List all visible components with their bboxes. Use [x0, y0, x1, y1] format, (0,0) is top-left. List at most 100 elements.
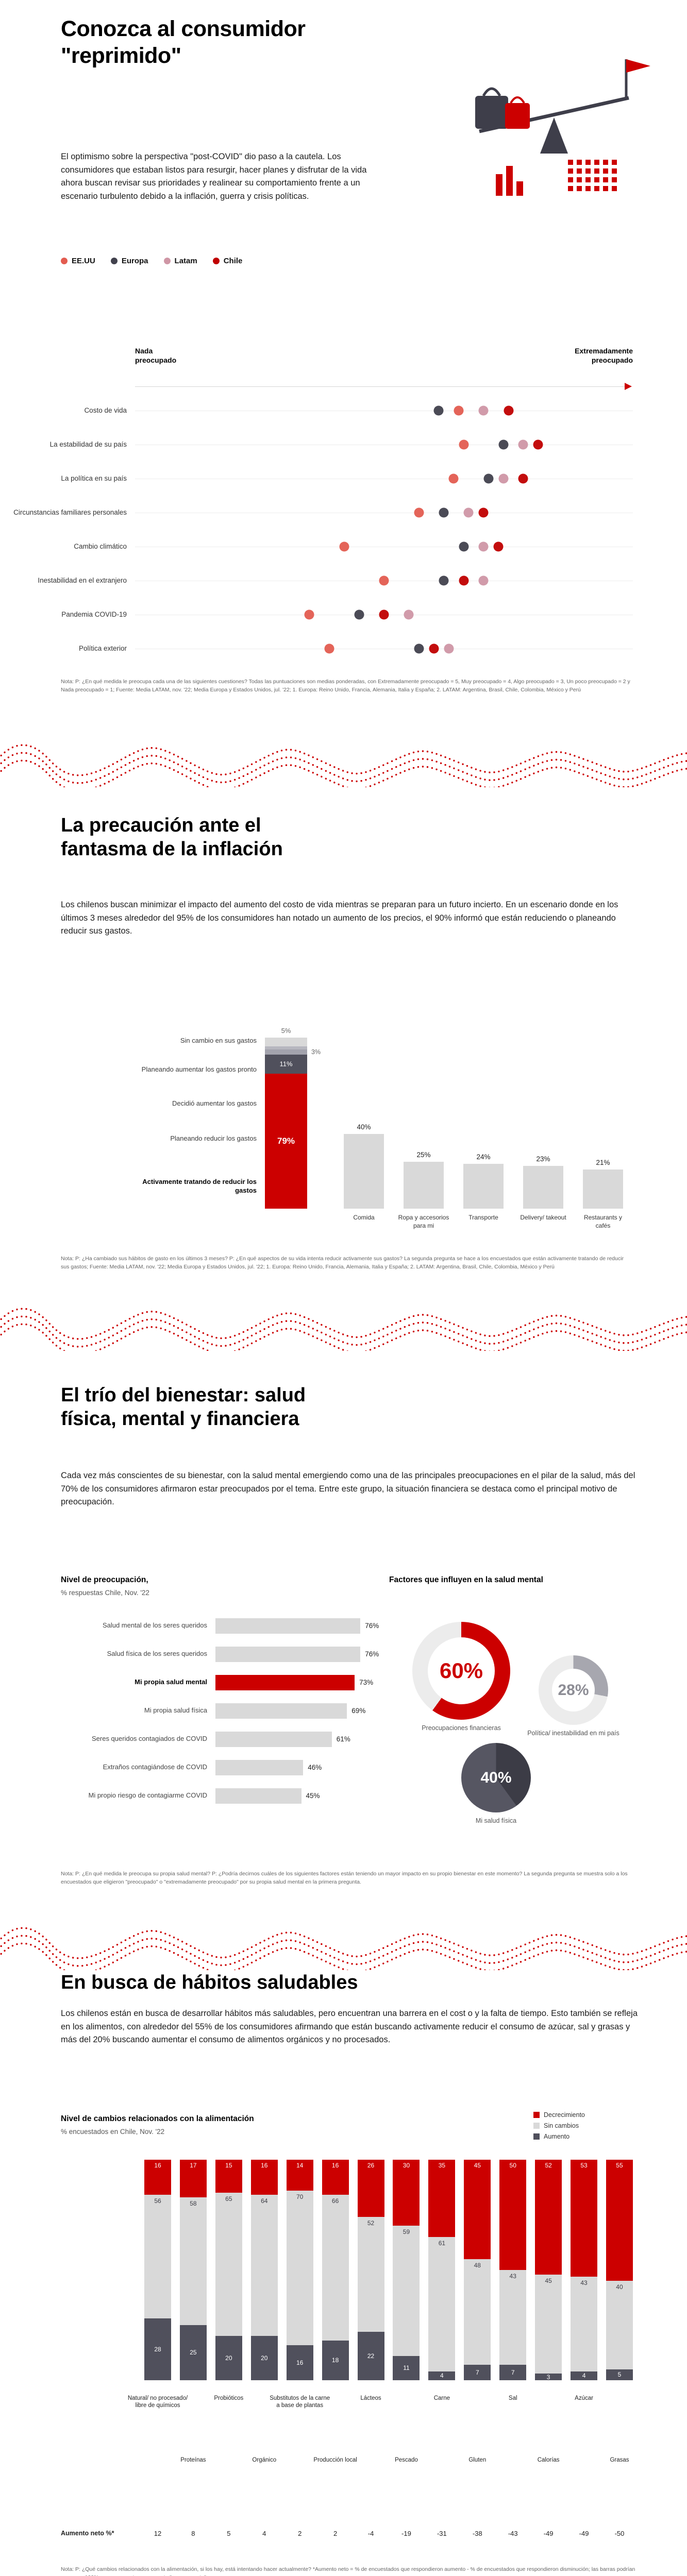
- food-chart: 16 56 28 Natural/ no procesado/ libre de qu…: [128, 2160, 633, 2537]
- page-title: Conozca al consumidor "reprimido": [61, 16, 306, 69]
- food-seg-same: 40: [606, 2281, 633, 2369]
- wellbeing-row-label: Extraños contagiándose de COVID: [103, 1763, 207, 1771]
- legend-label: Chile: [223, 257, 243, 265]
- worry-dot-europa: [459, 541, 469, 552]
- worry-row: Pandemia COVID-19: [0, 598, 687, 632]
- food-column-label: Natural/ no procesado/ libre de químicos: [127, 2395, 188, 2409]
- food-legend-label: Decrecimiento: [544, 2111, 585, 2119]
- wellbeing-bar-wrap: 73%: [215, 1674, 374, 1690]
- wellbeing-row: Mi propio riesgo de contagiarme COVID 45%: [61, 1782, 411, 1810]
- food-column: 45 48 7 Gluten -38: [464, 2160, 491, 2537]
- latam-dot-icon: [163, 258, 171, 264]
- spending-segment-value: 11%: [279, 1060, 293, 1068]
- food-increase-value: 11: [403, 2364, 410, 2372]
- food-seg-decrease: 30: [393, 2160, 420, 2226]
- worry-dot-latam: [498, 473, 509, 484]
- food-seg-same: 45: [535, 2274, 562, 2374]
- wellbeing-row-label: Mi propio riesgo de contagiarme COVID: [88, 1791, 208, 1800]
- spending-segment-value: 3%: [311, 1048, 321, 1056]
- food-same-value: 43: [580, 2279, 588, 2286]
- food-decrease-value: 26: [367, 2162, 375, 2169]
- food-column: 30 59 11 Pescado -19: [393, 2160, 420, 2537]
- wellbeing-row: Mi propia salud física 69%: [61, 1697, 411, 1725]
- spending-bar-segment: 11%: [265, 1055, 307, 1074]
- reduce-bar-value: 21%: [596, 1158, 610, 1166]
- food-seg-decrease: 45: [464, 2160, 491, 2259]
- food-column: 53 43 4 Azúcar -49: [571, 2160, 598, 2537]
- food-decrease-value: 14: [296, 2162, 304, 2169]
- reduce-bar-value: 40%: [357, 1123, 371, 1131]
- factor-label: Preocupaciones financieras: [422, 1724, 501, 1732]
- worry-dot-eeuu: [459, 439, 469, 450]
- ee.uu-dot-icon: [61, 258, 68, 264]
- food-net-value: -43: [508, 2530, 518, 2537]
- worry-dot-latam: [463, 507, 474, 518]
- reduce-bar-item: 25% Ropa y accesorios para mi: [398, 1038, 449, 1229]
- worry-dot-eeuu: [304, 609, 314, 620]
- food-seg-increase: 20: [250, 2336, 278, 2380]
- food-decrease-value: 50: [509, 2162, 516, 2169]
- legend-square-icon: [533, 2123, 540, 2129]
- food-column: 16 56 28 Natural/ no procesado/ libre de qu…: [128, 2160, 188, 2537]
- worry-row-label: La estabilidad de su país: [49, 440, 127, 448]
- food-net-value: 5: [227, 2530, 231, 2537]
- worry-dot-chile: [493, 541, 504, 552]
- legend-label: EE.UU: [72, 257, 95, 265]
- legend-label: Latam: [174, 257, 197, 265]
- food-decrease-value: 35: [438, 2162, 446, 2169]
- factor-label: Mi salud física: [475, 1817, 517, 1824]
- food-legend-item: Aumento: [533, 2133, 585, 2140]
- food-seg-decrease: 55: [606, 2160, 633, 2281]
- worry-dot-europa: [433, 405, 444, 416]
- food-increase-value: 5: [617, 2371, 622, 2379]
- wellbeing-bar-wrap: 76%: [215, 1618, 379, 1634]
- worry-axis: [135, 383, 632, 390]
- wellbeing-row-label: Mi propia salud mental: [135, 1678, 207, 1686]
- worry-row-label: Costo de vida: [84, 406, 127, 414]
- food-same-value: 40: [616, 2283, 623, 2291]
- food-column: 17 58 25 Proteínas 8: [179, 2160, 207, 2537]
- worry-row: La política en su país: [0, 462, 687, 496]
- food-seg-same: 59: [393, 2226, 420, 2356]
- worry-dot-latam: [478, 405, 489, 416]
- food-seg-increase: 3: [535, 2374, 562, 2381]
- food-seg-same: 43: [571, 2276, 598, 2371]
- spending-segment-label: Planeando aumentar los gastos pronto: [141, 1065, 257, 1073]
- wellbeing-bar: [215, 1618, 361, 1634]
- food-column-label: Proteínas: [180, 2457, 206, 2463]
- reduce-bar: [583, 1169, 623, 1209]
- wellbeing-bar-wrap: 46%: [215, 1759, 322, 1775]
- wellbeing-value: 45%: [306, 1792, 320, 1800]
- factor-label: Política/ inestabilidad en mi país: [527, 1730, 619, 1737]
- worry-row-label: Política exterior: [78, 644, 127, 652]
- s2-title: La precaución ante el fantasma de la inf…: [61, 815, 283, 860]
- wellbeing-bar: [215, 1788, 301, 1804]
- worry-dot-latam: [404, 609, 414, 620]
- food-increase-value: 7: [511, 2369, 515, 2376]
- food-column-label: Carne: [433, 2395, 450, 2401]
- donut-60: 60%: [412, 1622, 510, 1720]
- section-divider: [0, 1927, 687, 1970]
- food-decrease-value: 16: [261, 2162, 268, 2169]
- s3-paragraph: Cada vez más conscientes de su bienestar…: [61, 1471, 635, 1507]
- worry-dot-chile: [379, 609, 389, 620]
- worry-row-label: La política en su país: [61, 474, 127, 482]
- food-seg-same: 64: [250, 2195, 278, 2336]
- worry-dot-europa: [483, 473, 494, 484]
- food-increase-value: 22: [367, 2352, 375, 2360]
- wellbeing-value: 73%: [359, 1679, 374, 1686]
- worry-dot-chile: [478, 507, 489, 518]
- axis-min-label: Nada preocupado: [135, 347, 177, 365]
- food-seg-increase: 7: [464, 2365, 491, 2380]
- worry-dot-eeuu: [379, 575, 389, 586]
- food-column: 16 64 20 Orgánico 4: [250, 2160, 278, 2537]
- food-seg-decrease: 26: [357, 2160, 384, 2217]
- food-increase-value: 16: [296, 2359, 304, 2366]
- wellbeing-bar-wrap: 61%: [215, 1731, 350, 1747]
- worry-row: Política exterior: [0, 632, 687, 666]
- reduce-bar-label: Restaurants y cafés: [583, 1214, 623, 1229]
- legend-square-icon: [533, 2112, 540, 2118]
- worry-dot-europa: [414, 643, 424, 654]
- food-seg-decrease: 15: [215, 2160, 242, 2193]
